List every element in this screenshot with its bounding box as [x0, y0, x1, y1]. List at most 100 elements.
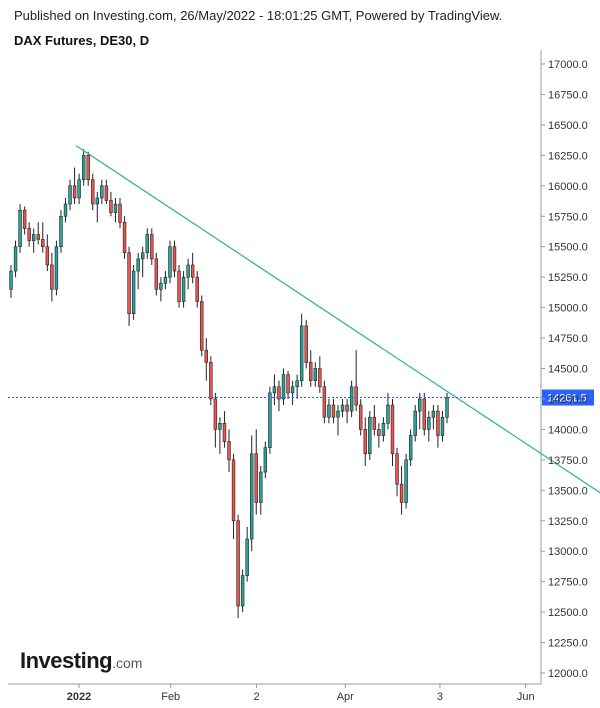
x-tick-label: 2 [253, 691, 259, 703]
candle [209, 356, 213, 406]
candle [427, 411, 431, 442]
candle [36, 222, 40, 245]
x-tick-label: Jun [517, 691, 535, 703]
candle [286, 370, 290, 399]
candle-body [268, 392, 272, 448]
candle [59, 210, 63, 253]
candle [54, 240, 59, 296]
candle-body [91, 179, 95, 205]
candle-body [313, 368, 317, 381]
candle [86, 151, 90, 186]
candle-body [63, 203, 68, 217]
candle-body [195, 276, 199, 302]
candle-body [190, 264, 195, 278]
candle [218, 417, 222, 454]
candle-body [41, 239, 45, 247]
y-tick-label: 12000.0 [548, 668, 588, 680]
investing-logo: Investing.com [20, 648, 142, 674]
candle [277, 380, 281, 412]
candle-body [418, 398, 422, 412]
candle [154, 252, 159, 296]
candle-body [127, 252, 131, 314]
candle-body [141, 252, 145, 260]
candle [281, 368, 286, 406]
candle [231, 453, 236, 540]
candle [145, 228, 149, 259]
candle [227, 429, 231, 473]
current-price-badge [542, 389, 594, 406]
candle [422, 392, 426, 436]
candle-body [349, 386, 354, 412]
candles [9, 149, 449, 619]
candle-body [250, 453, 254, 540]
candle [18, 204, 22, 253]
candle-body [109, 200, 113, 213]
candle-body [118, 203, 122, 223]
candle-body [281, 374, 286, 400]
downtrend-line [75, 145, 600, 494]
y-tick-label: 15500.0 [548, 242, 588, 254]
candle [413, 405, 417, 442]
candle [186, 258, 190, 290]
candle [95, 191, 99, 223]
candle [45, 234, 50, 272]
candle [359, 398, 363, 436]
candle-body [222, 423, 227, 442]
candle [131, 264, 136, 320]
candle-body [390, 404, 395, 455]
candle-body [386, 404, 390, 424]
candle-body [231, 459, 236, 522]
candle [345, 398, 349, 424]
candle-body [50, 264, 54, 290]
candle-body [236, 520, 240, 607]
candle [254, 429, 258, 515]
overlays: 14261.5 [8, 145, 600, 494]
candle [431, 405, 436, 430]
candle-body [399, 483, 404, 503]
candle [368, 411, 372, 460]
candle [304, 319, 308, 369]
candle-body [218, 423, 222, 430]
candle [200, 295, 204, 357]
candle [159, 277, 163, 302]
published-note: Published on Investing.com, 26/May/2022 … [14, 8, 503, 23]
candle-body [436, 410, 440, 436]
candle-body [154, 258, 159, 290]
candle-body [77, 179, 81, 199]
candle [222, 411, 227, 448]
y-tick-label: 17000.0 [548, 59, 588, 71]
candle [13, 240, 18, 278]
candle-body [254, 453, 258, 503]
candle [213, 392, 218, 448]
candle [177, 264, 181, 308]
candle-body [304, 325, 308, 363]
candle [195, 271, 199, 308]
candle [377, 423, 381, 448]
candle-body [18, 209, 22, 248]
y-tick-label: 14000.0 [548, 424, 588, 436]
candle-body [68, 185, 72, 205]
x-tick-label: Apr [337, 691, 354, 703]
y-tick-label: 14500.0 [548, 364, 588, 376]
candle-body [354, 386, 358, 406]
candle-body [259, 471, 263, 503]
candle [236, 514, 240, 619]
candle-body [209, 362, 213, 400]
candle-body [32, 234, 36, 241]
candle-body [104, 185, 109, 201]
candle-body [200, 301, 204, 351]
candle [163, 271, 168, 290]
candle-body [445, 397, 449, 418]
candle [104, 179, 109, 205]
candle-body [9, 270, 13, 290]
candle-body [263, 447, 268, 473]
candle [141, 246, 145, 278]
candle [386, 392, 390, 430]
candle-body [377, 429, 381, 436]
candle-body [159, 282, 163, 290]
candle-body [172, 246, 177, 272]
candle-body [122, 222, 127, 254]
candle [77, 173, 81, 205]
candle [331, 398, 336, 424]
candle-body [322, 386, 327, 418]
